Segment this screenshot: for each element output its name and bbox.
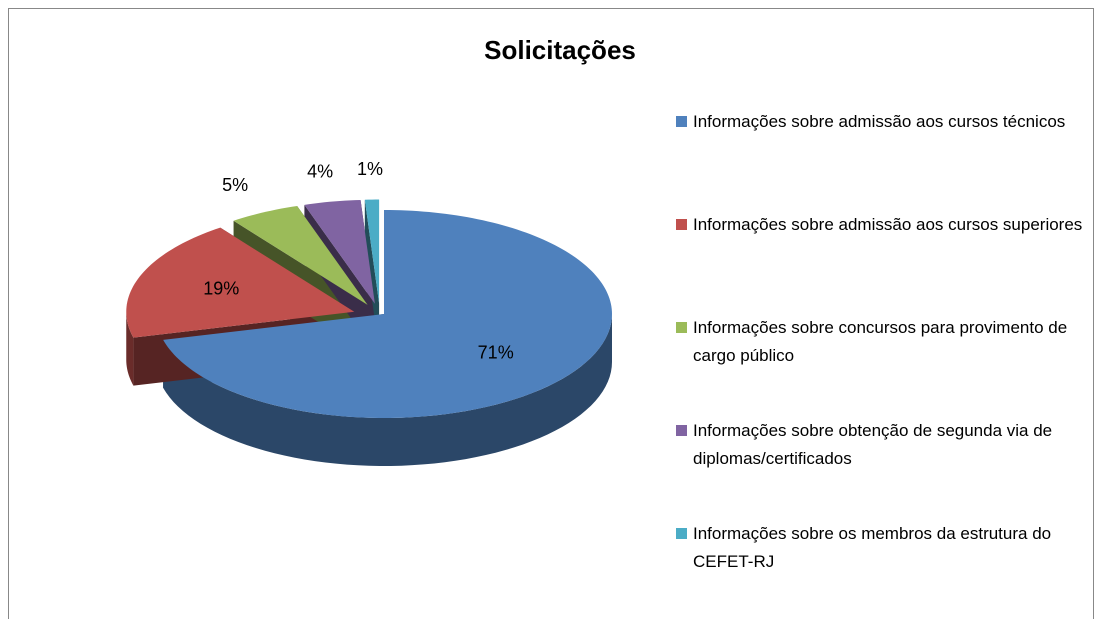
legend-label: Informações sobre admissão aos cursos su… xyxy=(693,215,1083,234)
slice xyxy=(163,210,612,418)
legend-swatch xyxy=(676,219,687,230)
data-label: 4% xyxy=(307,162,333,182)
chart-title: Solicitações xyxy=(484,35,636,65)
slice xyxy=(233,205,368,305)
pie-tops: 71% 19% 5% 4% 1% xyxy=(126,159,612,418)
legend-label: Informações sobre obtenção de segunda vi… xyxy=(693,421,1053,468)
legend-swatch xyxy=(676,116,687,127)
data-label: 1% xyxy=(357,159,383,179)
legend-item: Informações sobre obtenção de segunda vi… xyxy=(676,417,1088,520)
legend-item: Informações sobre concursos para provime… xyxy=(676,314,1088,417)
data-label: 71% xyxy=(478,342,514,362)
legend-item: Informações sobre admissão aos cursos su… xyxy=(676,211,1088,314)
slice xyxy=(126,227,355,338)
data-label: 19% xyxy=(203,279,239,299)
legend-swatch xyxy=(676,528,687,539)
slice xyxy=(304,199,375,304)
slice-side xyxy=(126,311,134,386)
legend-item: Informações sobre os membros da estrutur… xyxy=(676,520,1088,623)
slice-side xyxy=(163,314,613,466)
legend-label: Informações sobre concursos para provime… xyxy=(693,318,1068,365)
data-label: 5% xyxy=(222,175,248,195)
legend-swatch xyxy=(676,425,687,436)
slice xyxy=(364,199,380,304)
legend-label: Informações sobre os membros da estrutur… xyxy=(693,524,1052,571)
slice-wall xyxy=(364,199,380,352)
legend-label: Informações sobre admissão aos cursos té… xyxy=(693,112,1066,131)
chart-border xyxy=(8,8,1094,619)
legend: Informações sobre admissão aos cursos té… xyxy=(676,108,1088,623)
legend-swatch xyxy=(676,322,687,333)
legend-item: Informações sobre admissão aos cursos té… xyxy=(676,108,1088,211)
